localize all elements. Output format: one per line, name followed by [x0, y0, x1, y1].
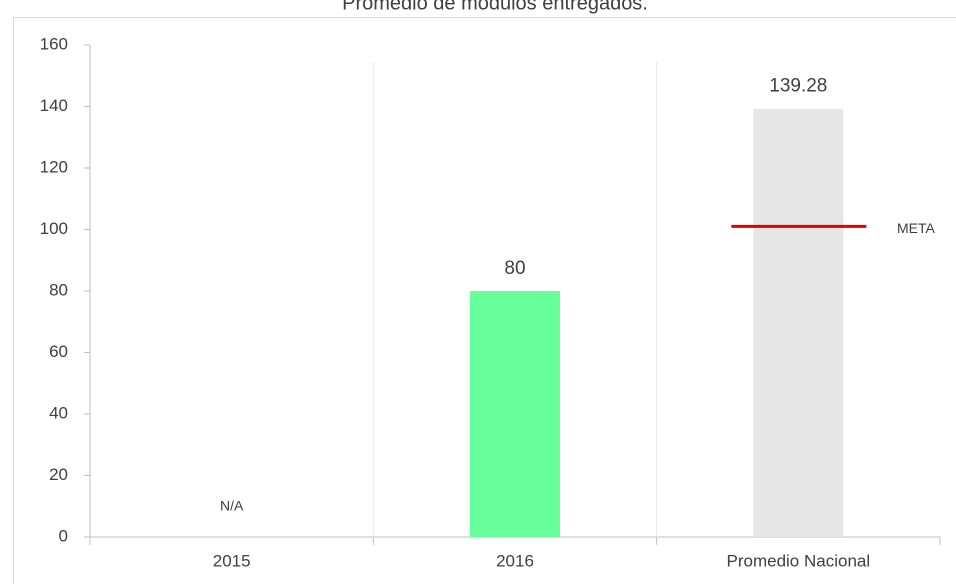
y-tick-label: 20	[49, 465, 68, 484]
y-tick-label: 40	[49, 403, 68, 422]
y-tick-label: 60	[49, 342, 68, 361]
value-label: 139.28	[769, 76, 827, 97]
y-tick-label: 80	[49, 280, 68, 299]
chart-title: Promedio de módulos entregados.	[342, 0, 648, 14]
y-tick-label: 140	[40, 96, 68, 115]
value-label: N/A	[220, 498, 244, 514]
chart-frame	[13, 17, 956, 584]
x-tick-label: 2016	[496, 551, 534, 570]
reference-label: META	[897, 220, 936, 236]
value-label: 80	[504, 258, 525, 279]
y-tick-label: 100	[40, 219, 68, 238]
y-tick-label: 0	[59, 526, 68, 545]
x-tick-label: 2015	[213, 551, 251, 570]
bar	[470, 291, 560, 537]
x-tick-label: Promedio Nacional	[727, 551, 871, 570]
y-tick-label: 160	[40, 34, 68, 53]
y-tick-label: 120	[40, 157, 68, 176]
bar	[753, 108, 844, 538]
